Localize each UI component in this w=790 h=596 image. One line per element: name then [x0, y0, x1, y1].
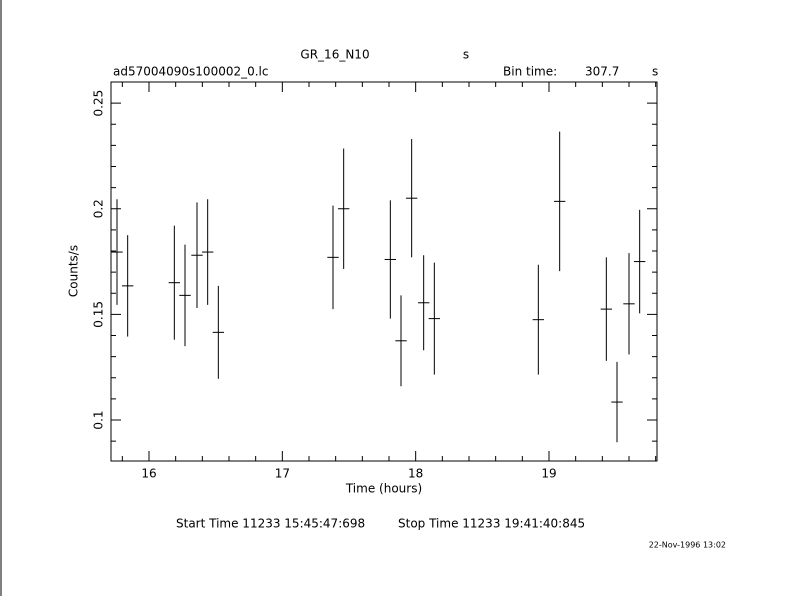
date-stamp: 22-Nov-1996 13:02 [649, 541, 726, 550]
y-tick-label: 0.15 [92, 301, 106, 328]
x-tick-label: 19 [541, 467, 556, 481]
chart-title: GR_16_N10 [300, 48, 369, 62]
file-name: ad57004090s100002_0.lc [113, 65, 269, 79]
start-time: Start Time 11233 15:45:47:698 [176, 517, 365, 531]
bin-time-label: Bin time: [503, 65, 557, 79]
y-tick-label: 0.25 [92, 90, 106, 117]
bin-time-unit: s [652, 65, 658, 79]
title-unit: s [463, 48, 469, 62]
plot-frame [110, 81, 658, 462]
y-tick-label: 0.1 [92, 410, 106, 429]
bin-time: 307.7 [585, 65, 619, 79]
stop-time: Stop Time 11233 19:41:40:845 [398, 517, 585, 531]
y-axis-label: Counts/s [67, 245, 81, 297]
x-tick-label: 18 [408, 467, 423, 481]
x-tick-label: 16 [141, 467, 156, 481]
x-tick-label: 17 [275, 467, 290, 481]
y-tick-label: 0.2 [92, 199, 106, 218]
x-axis-label: Time (hours) [345, 482, 422, 496]
